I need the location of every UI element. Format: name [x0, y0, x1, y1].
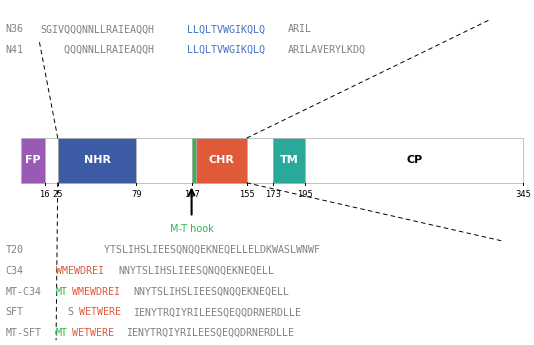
Bar [196, 138, 247, 183]
Text: M-T hook: M-T hook [170, 224, 214, 234]
Text: MT-C34: MT-C34 [5, 287, 41, 296]
Text: WETWERE: WETWERE [72, 328, 114, 338]
Bar [305, 138, 523, 183]
Text: C34: C34 [5, 266, 23, 276]
Text: MT: MT [56, 328, 68, 338]
Bar [247, 138, 273, 183]
Text: SGIVQQQNNLLRAIEAQQH: SGIVQQQNNLLRAIEAQQH [40, 24, 154, 34]
Text: FP: FP [25, 156, 41, 165]
Text: ARIL: ARIL [288, 24, 312, 34]
Text: TM: TM [280, 156, 299, 165]
Text: MT-SFT: MT-SFT [5, 328, 41, 338]
Text: 16: 16 [40, 190, 50, 199]
Text: 25: 25 [52, 190, 63, 199]
Text: N36: N36 [5, 24, 23, 34]
Text: LLQLTVWGIKQLQ: LLQLTVWGIKQLQ [187, 24, 265, 34]
Text: 345: 345 [515, 190, 531, 199]
Bar [21, 138, 45, 183]
Text: WMEWDREI: WMEWDREI [56, 266, 104, 276]
Text: QQQNNLLRAIEAQQH: QQQNNLLRAIEAQQH [40, 45, 154, 55]
Text: 117: 117 [184, 190, 200, 199]
Bar [192, 138, 196, 183]
Text: SFT: SFT [5, 307, 23, 317]
Text: T20: T20 [5, 245, 23, 255]
Text: S: S [56, 307, 74, 317]
Text: CP: CP [406, 156, 422, 165]
Text: NHR: NHR [83, 156, 111, 165]
Text: 155: 155 [239, 190, 255, 199]
Text: 195: 195 [297, 190, 313, 199]
Text: MT: MT [56, 287, 68, 296]
Text: IENYTRQIYRILEESQEQQDRNERDLLE: IENYTRQIYRILEESQEQQDRNERDLLE [125, 328, 294, 338]
Text: NNYTSLIHSLIEESQNQQEKNEQELL: NNYTSLIHSLIEESQNQQEKNEQELL [118, 266, 274, 276]
Bar [136, 138, 192, 183]
Text: WMEWDREI: WMEWDREI [72, 287, 120, 296]
Text: N41: N41 [5, 45, 23, 55]
Text: 79: 79 [131, 190, 142, 199]
Bar [45, 138, 58, 183]
Text: NNYTSLIHSLIEESQNQQEKNEQELL: NNYTSLIHSLIEESQNQQEKNEQELL [134, 287, 289, 296]
Text: LLQLTVWGIKQLQ: LLQLTVWGIKQLQ [187, 45, 265, 55]
Text: IENYTRQIYRILEESQEQQDRNERDLLE: IENYTRQIYRILEESQEQQDRNERDLLE [134, 307, 302, 317]
Bar [58, 138, 136, 183]
Text: YTSLIHSLIEESQNQQEKNEQELLELDKWASLWNWF: YTSLIHSLIEESQNQQEKNEQELLELDKWASLWNWF [56, 245, 320, 255]
Text: CHR: CHR [208, 156, 234, 165]
Bar [273, 138, 305, 183]
Text: WETWERE: WETWERE [79, 307, 121, 317]
Text: ARILAVERYLKDQ: ARILAVERYLKDQ [288, 45, 366, 55]
Text: 173: 173 [265, 190, 281, 199]
